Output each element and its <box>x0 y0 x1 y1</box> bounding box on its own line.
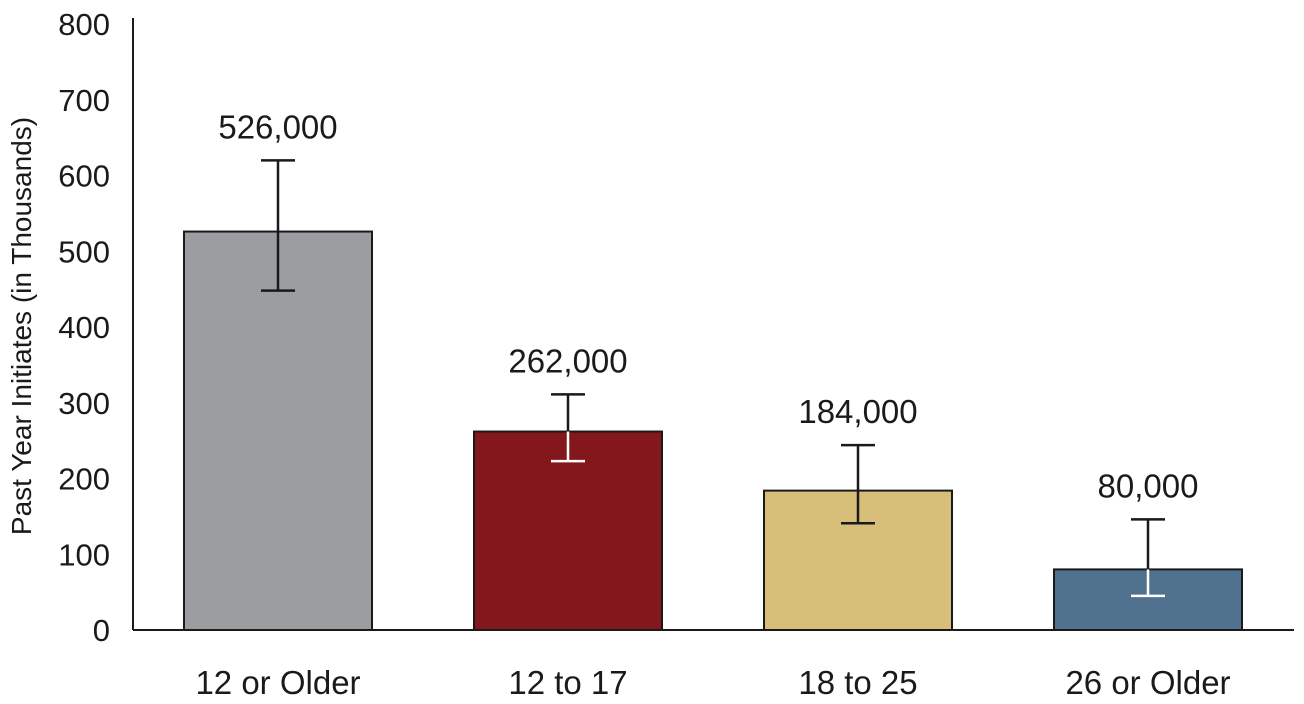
y-tick-label: 0 <box>93 613 110 648</box>
bar <box>1053 568 1243 632</box>
error-bar <box>841 443 875 525</box>
y-tick-label: 200 <box>58 462 110 497</box>
x-category-label: 18 to 25 <box>798 664 917 701</box>
x-category-label: 26 or Older <box>1065 664 1230 701</box>
y-tick-label: 100 <box>58 537 110 572</box>
y-tick-label: 500 <box>58 234 110 269</box>
y-tick-label: 700 <box>58 83 110 118</box>
y-axis-title-group: Past Year Initiates (in Thousands) <box>6 117 37 535</box>
data-label: 184,000 <box>798 393 917 430</box>
y-tick-label: 800 <box>58 7 110 42</box>
y-tick-label: 600 <box>58 159 110 194</box>
y-tick-label: 400 <box>58 310 110 345</box>
y-axis-title: Past Year Initiates (in Thousands) <box>6 117 37 535</box>
x-category-label: 12 to 17 <box>508 664 627 701</box>
y-tick-label: 300 <box>58 386 110 421</box>
error-bar <box>261 159 295 292</box>
bar <box>183 230 373 631</box>
data-labels: 526,000 262,000 184,000 80,000 <box>218 108 1198 504</box>
data-label: 262,000 <box>508 342 627 379</box>
category-labels: 12 or Older 12 to 17 18 to 25 26 or Older <box>195 664 1230 701</box>
y-axis-ticks: 0 100 200 300 400 500 600 700 800 <box>58 7 110 648</box>
bars <box>183 230 1243 632</box>
x-category-label: 12 or Older <box>195 664 360 701</box>
bar <box>473 430 663 631</box>
data-label: 526,000 <box>218 108 337 145</box>
data-label: 80,000 <box>1098 467 1199 504</box>
error-bar <box>551 393 585 463</box>
error-bars <box>261 159 1165 598</box>
error-bar <box>1131 518 1165 598</box>
